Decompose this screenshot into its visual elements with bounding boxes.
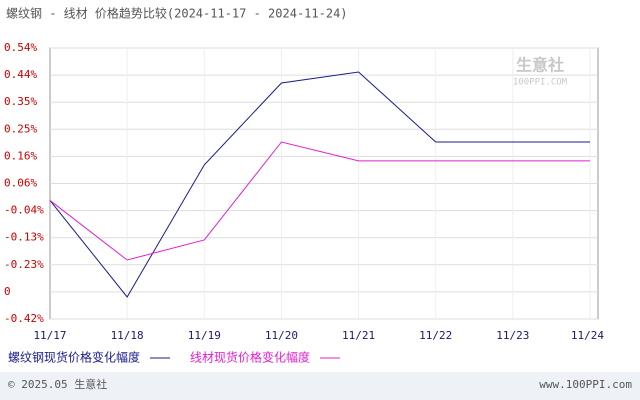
y-tick-label: -0.42% xyxy=(4,312,44,325)
x-tick-label: 11/18 xyxy=(111,329,144,342)
x-tick-label: 11/24 xyxy=(571,329,604,342)
x-tick-label: 11/20 xyxy=(265,329,298,342)
y-tick-label: 0.35% xyxy=(4,95,37,108)
y-tick-label: 0.54% xyxy=(4,41,37,54)
x-tick-label: 11/19 xyxy=(188,329,221,342)
x-tick-label: 11/23 xyxy=(496,329,529,342)
y-tick-label: -0.04% xyxy=(4,204,44,217)
chart-title: 螺纹钢 - 线材 价格趋势比较(2024-11-17 - 2024-11-24) xyxy=(6,6,348,21)
legend-label: 线材现货价格变化幅度 xyxy=(190,350,310,365)
y-tick-label: 0.25% xyxy=(4,122,37,135)
watermark: 生意社 xyxy=(516,56,564,75)
y-tick-label: -0.23% xyxy=(4,258,44,271)
y-tick-label: 0.44% xyxy=(4,68,37,81)
x-tick-label: 11/17 xyxy=(33,329,66,342)
y-tick-label: 0 xyxy=(4,285,11,298)
footer-left: © 2025.05 生意社 xyxy=(8,377,107,391)
y-tick-label: -0.13% xyxy=(4,231,44,244)
legend-label: 螺纹钢现货价格变化幅度 xyxy=(8,350,140,365)
y-tick-label: 0.16% xyxy=(4,149,37,162)
footer-band xyxy=(0,372,640,400)
series-line xyxy=(49,141,590,261)
x-tick-label: 11/21 xyxy=(342,329,375,342)
x-tick-label: 11/22 xyxy=(419,329,452,342)
footer-right: www.100PPI.com xyxy=(539,378,632,391)
series-line xyxy=(49,71,590,298)
watermark: 100PPI.COM xyxy=(513,78,568,88)
y-tick-label: 0.06% xyxy=(4,177,37,190)
